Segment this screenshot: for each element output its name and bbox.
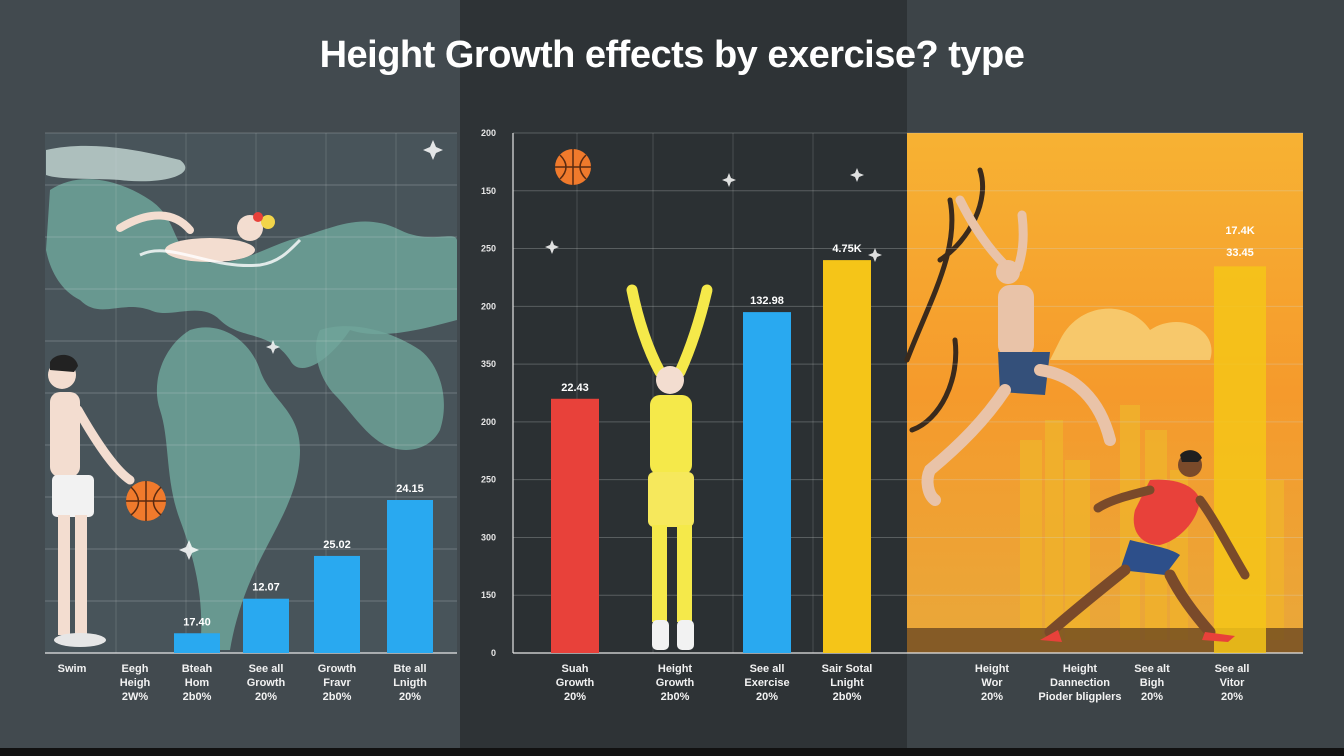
y-tick-label: 200 — [481, 301, 496, 311]
bar — [1214, 266, 1266, 653]
y-tick-label: 350 — [481, 359, 496, 369]
category-label: See all Exercise 20% — [744, 663, 789, 703]
category-label: Height Dannection Pioder bligplers — [1038, 663, 1121, 703]
category-label: See alt Bigh 20% — [1134, 663, 1170, 703]
jumping-athlete-icon — [921, 195, 1116, 506]
bar — [551, 398, 599, 653]
y-tick-label: 250 — [481, 244, 496, 254]
map-continent — [46, 179, 457, 369]
category-label: Bte all Lnigth 20% — [393, 663, 427, 703]
y-tick-label: 300 — [481, 532, 496, 542]
category-label: Suah Growth 20% — [556, 663, 595, 703]
data-label: 22.43 — [561, 382, 589, 394]
basketball-icon — [126, 481, 166, 521]
y-tick-label: 200 — [481, 128, 496, 138]
data-label: 17.40 — [183, 616, 211, 628]
person-arms-raised-icon — [626, 284, 713, 650]
data-label: 4.75K — [832, 243, 861, 255]
swimmer-icon — [116, 211, 302, 268]
person-with-ball-icon — [48, 354, 135, 647]
category-label: Growth Fravr 2b0% — [318, 663, 357, 703]
data-label: 17.4K — [1225, 225, 1254, 237]
bars — [174, 260, 1266, 653]
data-label: 24.15 — [396, 483, 424, 495]
chart-title: Height Growth effects by exercise? type — [319, 34, 1025, 76]
category-label: Swim — [58, 663, 87, 675]
bar — [243, 598, 289, 653]
category-label: See all Vitor 20% — [1215, 663, 1250, 703]
bar — [823, 260, 871, 653]
category-label: Sair Sotal Lnight 2b0% — [822, 663, 873, 703]
bar — [314, 555, 360, 653]
category-label: Bteah Hom 2b0% — [182, 663, 213, 703]
bar — [387, 500, 433, 653]
y-tick-label: 0 — [491, 648, 496, 658]
map-continent — [315, 326, 444, 450]
category-label: Eegh Heigh 2W% — [120, 663, 151, 703]
category-label: See all Growth 20% — [247, 663, 286, 703]
bottom-strip — [0, 748, 1344, 756]
cloud-shape — [1050, 308, 1212, 360]
y-tick-label: 250 — [481, 475, 496, 485]
data-label: 33.45 — [1226, 247, 1254, 259]
category-label: Height Growth 2b0% — [656, 663, 695, 703]
y-tick-label: 150 — [481, 186, 496, 196]
bar — [743, 312, 791, 653]
data-label: 25.02 — [323, 539, 351, 551]
water-splash — [46, 145, 186, 182]
y-tick-label: 200 — [481, 417, 496, 427]
bar — [174, 633, 220, 653]
labels: Swim Eegh Heigh 2W% 17.40 Bteah Hom 2b0% 12.07 Se… — [58, 128, 1255, 703]
basketball-icon — [555, 149, 591, 185]
data-label: 12.07 — [252, 582, 280, 594]
sparkle-icon — [179, 140, 882, 560]
map-continent — [156, 327, 300, 650]
category-label: Height Wor 20% — [975, 663, 1010, 703]
y-tick-label: 150 — [481, 590, 496, 600]
data-label: 132.98 — [750, 295, 784, 307]
runner-icon — [1040, 450, 1250, 642]
